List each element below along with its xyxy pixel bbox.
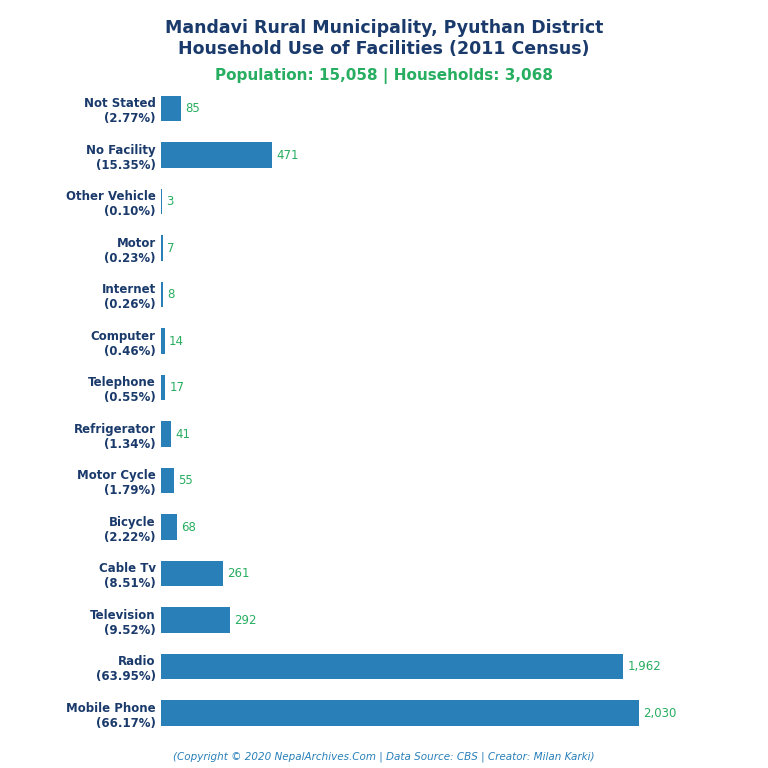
- Text: 14: 14: [169, 335, 184, 348]
- Text: 261: 261: [227, 568, 250, 580]
- Bar: [161, 329, 164, 354]
- Text: 292: 292: [234, 614, 257, 627]
- Bar: [161, 468, 174, 494]
- Text: 1,962: 1,962: [627, 660, 661, 674]
- Bar: [161, 700, 639, 726]
- Bar: [161, 422, 171, 447]
- Text: 17: 17: [170, 381, 184, 394]
- Text: Mandavi Rural Municipality, Pyuthan District: Mandavi Rural Municipality, Pyuthan Dist…: [165, 19, 603, 37]
- Bar: [161, 142, 272, 168]
- Bar: [161, 607, 230, 633]
- Text: 55: 55: [178, 474, 194, 487]
- Bar: [161, 375, 165, 400]
- Text: 3: 3: [166, 195, 174, 208]
- Bar: [161, 561, 223, 587]
- Text: (Copyright © 2020 NepalArchives.Com | Data Source: CBS | Creator: Milan Karki): (Copyright © 2020 NepalArchives.Com | Da…: [174, 751, 594, 762]
- Bar: [161, 282, 163, 307]
- Text: 471: 471: [276, 148, 299, 161]
- Text: 68: 68: [181, 521, 197, 534]
- Bar: [161, 235, 163, 261]
- Text: 85: 85: [186, 102, 200, 115]
- Text: 2,030: 2,030: [643, 707, 677, 720]
- Bar: [161, 654, 623, 680]
- Text: Household Use of Facilities (2011 Census): Household Use of Facilities (2011 Census…: [178, 40, 590, 58]
- Bar: [161, 515, 177, 540]
- Text: 8: 8: [167, 288, 175, 301]
- Text: 41: 41: [175, 428, 190, 441]
- Text: Population: 15,058 | Households: 3,068: Population: 15,058 | Households: 3,068: [215, 68, 553, 84]
- Text: 7: 7: [167, 242, 174, 254]
- Bar: [161, 96, 181, 121]
